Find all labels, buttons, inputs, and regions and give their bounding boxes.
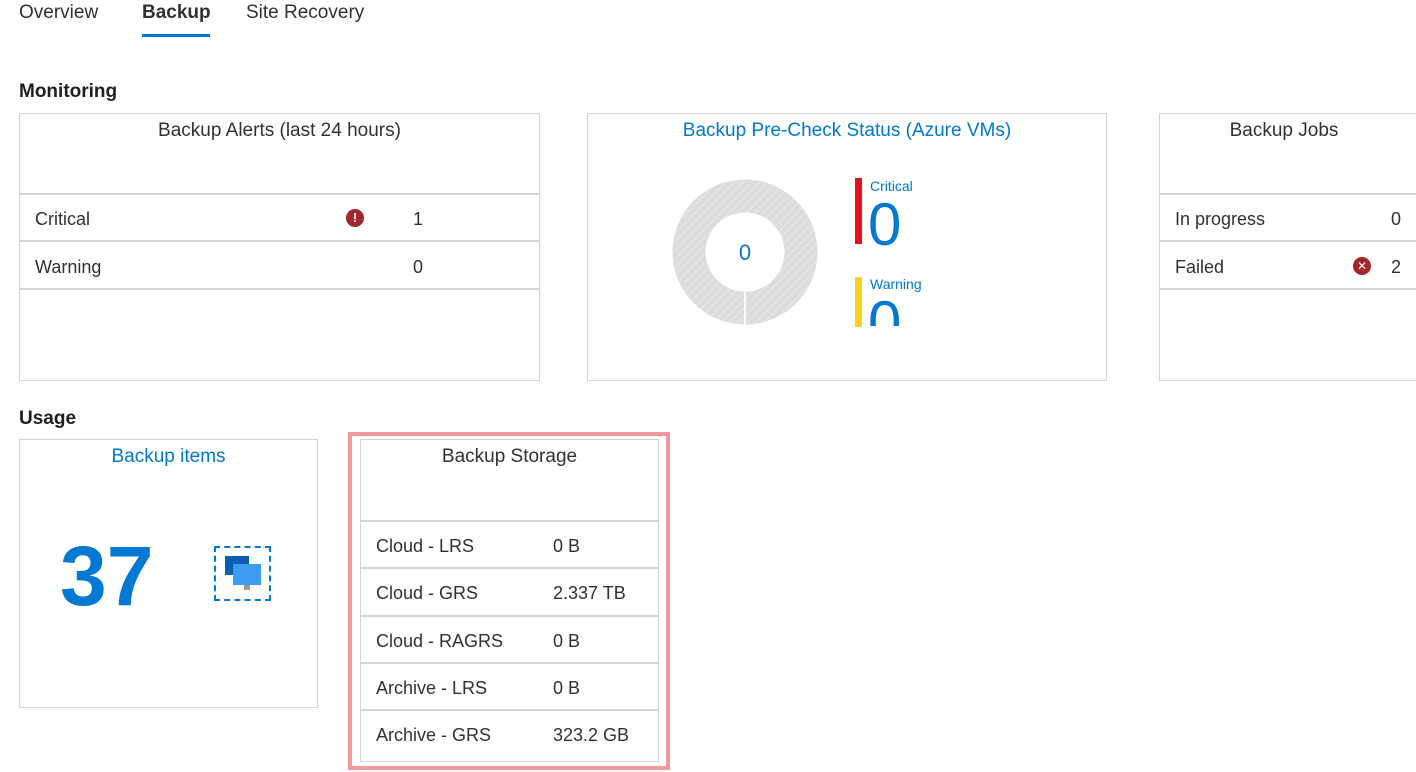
card-title[interactable]: Backup items <box>111 446 226 467</box>
row-value: 0 <box>1391 209 1402 229</box>
backup-jobs-card[interactable]: Backup Jobs In progress 0 Failed ✕ 2 <box>1159 113 1416 381</box>
storage-row-value: 323.2 GB <box>553 725 630 746</box>
row-label: Warning <box>35 257 102 277</box>
row-value: 0 <box>413 257 424 277</box>
warning-legend-value[interactable]: 0 <box>868 289 902 326</box>
divider <box>361 520 658 522</box>
storage-row-label: Cloud - LRS <box>376 536 475 556</box>
storage-row-label: Cloud - GRS <box>376 583 479 604</box>
divider <box>1160 193 1416 195</box>
monitoring-heading: Monitoring <box>19 81 118 102</box>
row-label: Failed <box>1175 257 1225 277</box>
storage-row-value: 0 B <box>553 630 581 651</box>
storage-row-value: 0 B <box>553 677 581 698</box>
tab-site-recovery[interactable]: Site Recovery <box>246 2 365 23</box>
storage-row-label: Cloud - RAGRS <box>376 630 504 651</box>
divider <box>1160 240 1416 242</box>
divider <box>361 614 658 617</box>
storage-row-value: 2.337 TB <box>553 583 626 604</box>
row-label: Critical <box>35 209 91 229</box>
precheck-status-card[interactable]: Backup Pre-Check Status (Azure VMs) 0 Cr… <box>587 113 1107 381</box>
tab-overview[interactable]: Overview <box>19 2 99 23</box>
backup-items-card[interactable]: Backup items 37 <box>19 439 318 708</box>
row-label: In progress <box>1175 209 1266 229</box>
card-title: Backup Storage <box>441 446 578 467</box>
backup-items-count[interactable]: 37 <box>60 529 154 623</box>
donut-total: 0 <box>738 240 752 265</box>
critical-alert-icon: ! <box>346 209 364 227</box>
card-title: Backup Jobs <box>1229 120 1339 141</box>
divider <box>361 567 658 570</box>
storage-row-value: 0 B <box>553 536 581 556</box>
divider <box>361 661 658 664</box>
critical-legend-value[interactable]: 0 <box>868 191 902 258</box>
divider <box>20 288 539 290</box>
warning-legend-label[interactable]: Warning <box>870 276 922 292</box>
highlight-box <box>348 432 670 770</box>
divider <box>1160 288 1416 290</box>
backup-storage-card[interactable]: Backup Storage Cloud - LRS 0 B Cloud - GRS… <box>360 439 659 762</box>
card-title: Backup Alerts (last 24 hours) <box>158 120 401 141</box>
precheck-donut-chart <box>672 179 818 326</box>
failed-x-icon: ✕ <box>1353 257 1371 275</box>
storage-row-label: Archive - GRS <box>376 725 492 746</box>
critical-legend-bar <box>855 178 862 244</box>
storage-row-label: Archive - LRS <box>376 677 488 698</box>
warning-legend-bar <box>855 277 862 327</box>
divider <box>20 193 539 195</box>
virtual-machines-icon <box>214 546 271 601</box>
divider <box>20 240 539 242</box>
card-title[interactable]: Backup Pre-Check Status (Azure VMs) <box>682 120 1012 141</box>
active-tab-indicator <box>142 34 210 37</box>
divider <box>361 709 658 712</box>
critical-legend-label[interactable]: Critical <box>870 178 913 194</box>
backup-alerts-card[interactable]: Backup Alerts (last 24 hours) Critical !… <box>19 113 540 381</box>
tab-backup[interactable]: Backup <box>142 2 211 23</box>
row-value: 1 <box>413 209 424 229</box>
row-value: 2 <box>1391 257 1402 277</box>
usage-heading: Usage <box>19 408 77 429</box>
